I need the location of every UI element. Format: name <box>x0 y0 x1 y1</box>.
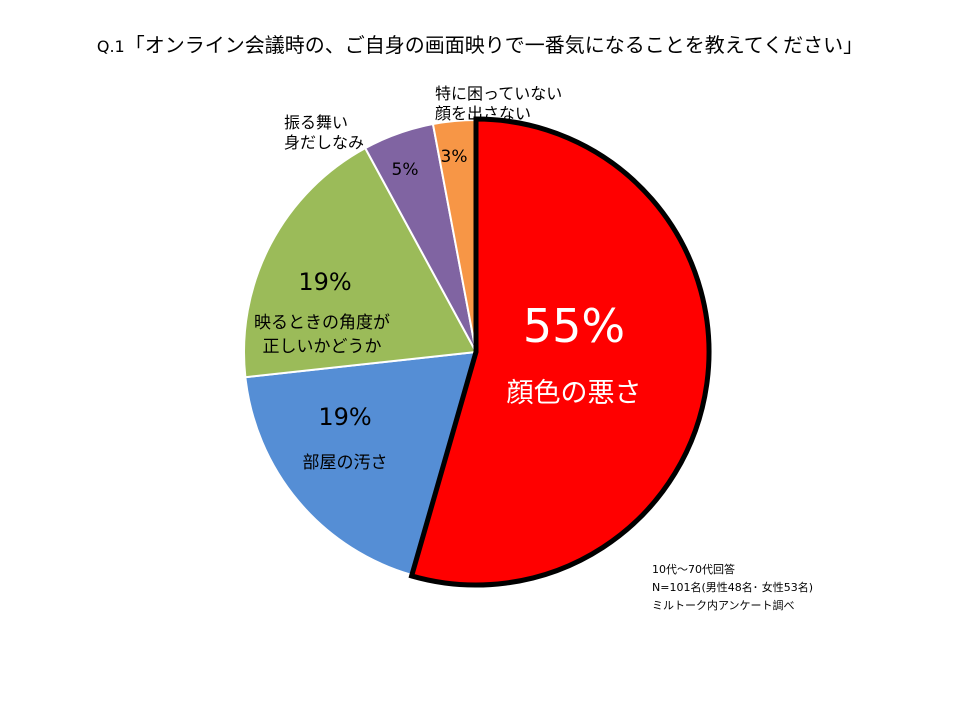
slice-1-name-line-1: 顔色の悪さ <box>507 378 642 409</box>
pie-slices <box>243 116 712 588</box>
footnote-line-2: N=101名(男性48名･ 女性53名) <box>652 580 813 594</box>
slice-4-name-line-1: 振る舞い <box>284 113 348 132</box>
title-prefix: Q.1 <box>97 37 125 56</box>
slice-1-percent-label: 55% <box>523 299 625 353</box>
slice-5-percent-label: 3% <box>441 147 468 167</box>
slice-3-percent-label: 19% <box>298 268 351 296</box>
slice-5-name-line-1: 特に困っていない <box>435 84 562 103</box>
chart-title: Q.1「オンライン会議時の、ご自身の画面映りで一番気になることを教えてください」 <box>97 33 863 57</box>
slice-4-percent-label: 5% <box>392 160 419 180</box>
slice-2-percent-label: 19% <box>318 403 371 431</box>
slice-3-name-line-1: 映るときの角度が <box>254 313 390 333</box>
pie-slice-3 <box>243 146 478 379</box>
slice-2-name-line-1: 部屋の汚さ <box>303 453 388 473</box>
footnote: 10代～70代回答 N=101名(男性48名･ 女性53名) ミルトーク内アンケ… <box>652 562 813 612</box>
slice-3-name-line-2: 正しいかどうか <box>263 337 382 357</box>
slice-4-name-line-2: 身だしなみ <box>284 133 364 152</box>
footnote-line-1: 10代～70代回答 <box>652 562 735 576</box>
title-text: 「オンライン会議時の、ご自身の画面映りで一番気になることを教えてください」 <box>125 33 863 57</box>
footnote-line-3: ミルトーク内アンケート調べ <box>652 598 795 612</box>
slice-5-name-line-2: 顔を出さない <box>435 104 531 123</box>
pie-slice-2 <box>244 350 478 577</box>
pie-slice-highlight-outline <box>408 116 712 588</box>
